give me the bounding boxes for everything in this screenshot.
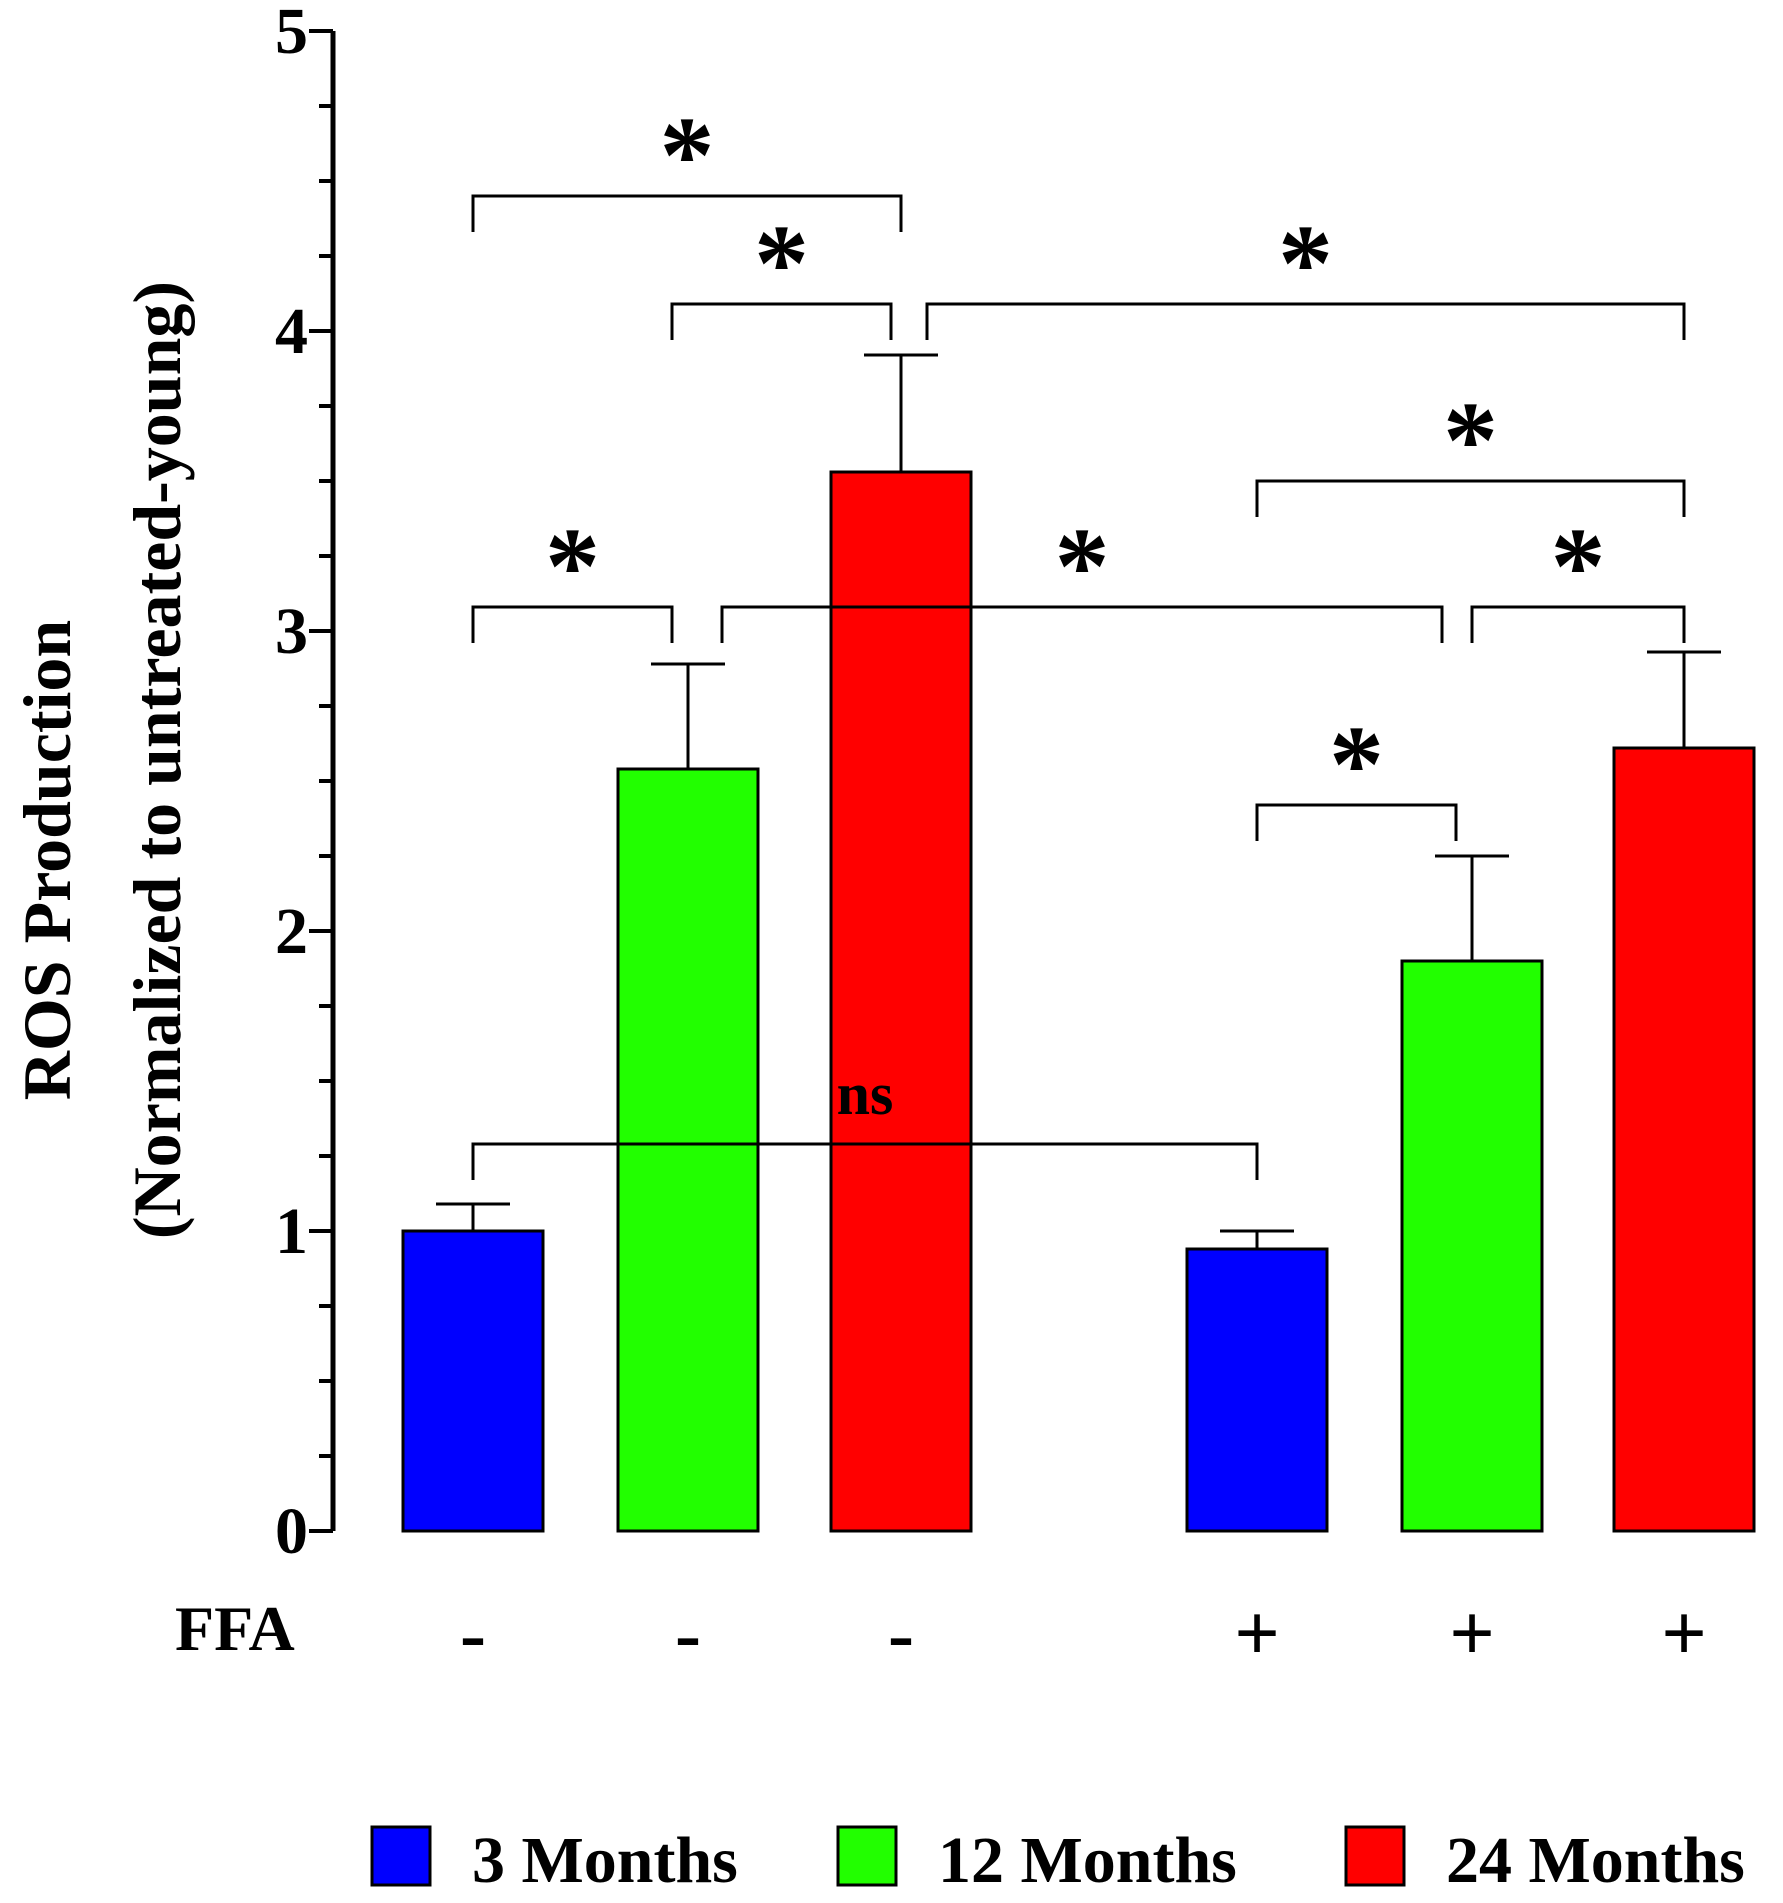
bar (1400, 959, 1544, 1533)
significance-star: * (754, 202, 809, 324)
significance-star: * (1551, 505, 1606, 627)
bar (401, 1229, 545, 1533)
y-tick-label: 4 (275, 295, 308, 368)
bars (401, 470, 1756, 1533)
y-axis-title-line1: ROS Production (9, 620, 85, 1100)
significance-star: * (545, 505, 600, 627)
error-bars (436, 353, 1721, 1249)
y-tick-label: 0 (275, 1495, 308, 1568)
legend-swatch (1344, 1825, 1406, 1887)
significance-bracket (1255, 803, 1458, 841)
significance-bracket (471, 605, 674, 643)
legend: 3 Months 12 Months 24 Months (370, 1824, 1745, 1897)
bar (1612, 746, 1756, 1533)
significance-star: * (1055, 505, 1110, 627)
legend-label: 12 Months (938, 1824, 1237, 1897)
significance-bracket (1255, 479, 1686, 517)
significance-star: * (660, 94, 715, 216)
y-tick-label: 3 (275, 595, 308, 668)
ffa-sign: + (1661, 1590, 1707, 1678)
legend-label: 3 Months (472, 1824, 738, 1897)
y-axis: 0 1 2 3 4 5 (275, 0, 336, 1568)
significance-star: * (1443, 379, 1498, 501)
legend-label: 24 Months (1446, 1824, 1745, 1897)
significance-bracket (925, 302, 1686, 340)
bar (616, 767, 760, 1533)
ffa-sign: - (888, 1590, 914, 1677)
significance-ns-label: ns (837, 1061, 894, 1127)
bar (829, 470, 973, 1533)
significance-bracket (471, 1142, 1259, 1180)
ffa-treatment-row: FFA - - - + + + (175, 1590, 1707, 1678)
legend-swatch (370, 1825, 432, 1887)
significance-bracket (670, 302, 893, 340)
significance-star: * (1329, 703, 1384, 825)
significance-bracket (720, 605, 1444, 643)
ffa-sign: + (1449, 1590, 1495, 1678)
significance-star: * (1278, 202, 1333, 324)
y-axis-title-line2: (Normalized to untreated-young) (119, 281, 195, 1239)
ffa-sign: + (1234, 1590, 1280, 1678)
y-axis-title: ROS Production (Normalized to untreated-… (9, 281, 195, 1239)
y-tick-label: 5 (275, 0, 308, 68)
ffa-label: FFA (175, 1593, 295, 1664)
significance-bracket (471, 194, 903, 232)
legend-swatch (836, 1825, 898, 1887)
y-tick-label: 1 (275, 1195, 308, 1268)
ffa-sign: - (675, 1590, 701, 1677)
significance-brackets: * * * * * * * * ns (471, 94, 1686, 1180)
y-tick-label: 2 (275, 895, 308, 968)
significance-bracket (1470, 605, 1686, 643)
bar (1185, 1247, 1329, 1533)
ffa-sign: - (460, 1590, 486, 1677)
